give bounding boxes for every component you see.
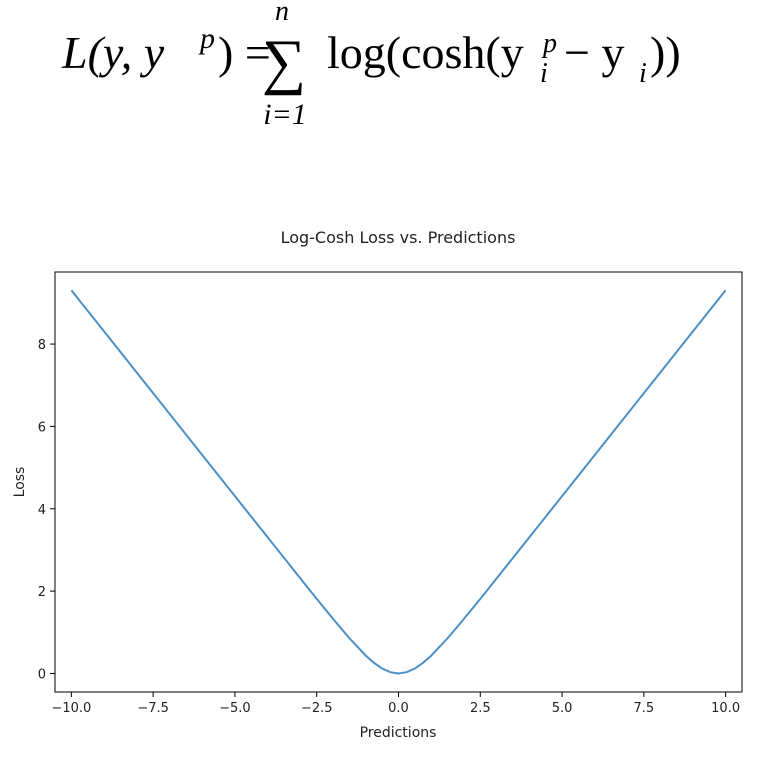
loss-curve — [70, 289, 727, 675]
plot-frame — [54, 271, 743, 693]
x-tick-label: −2.5 — [301, 701, 333, 716]
x-tick-label: 2.5 — [470, 701, 491, 716]
y-tick-label: 6 — [38, 420, 46, 435]
x-tick-label: 0.0 — [388, 701, 409, 716]
formula-rhs-minus: − y — [564, 27, 624, 78]
x-tick-label: −7.5 — [137, 701, 169, 716]
sum-lower-limit: i=1 — [263, 98, 307, 131]
x-tick-label: 5.0 — [552, 701, 573, 716]
y-axis-label: Loss — [12, 467, 28, 498]
formula-rhs-subscript-2: i — [639, 58, 647, 89]
chart-title: Log-Cosh Loss vs. Predictions — [281, 228, 516, 247]
x-axis-label: Predictions — [360, 725, 437, 741]
y-axis: 0 2 4 6 8 — [38, 338, 55, 682]
x-tick-label: 7.5 — [634, 701, 655, 716]
y-tick-label: 0 — [38, 667, 46, 682]
sum-upper-limit: n — [275, 0, 289, 27]
y-tick-label: 2 — [38, 585, 46, 600]
y-tick-label: 4 — [38, 503, 46, 518]
x-axis: −10.0 −7.5 −5.0 −2.5 0.0 2.5 5.0 7.5 10.0 — [51, 692, 740, 716]
formula-rhs-prefix: log(cosh(y — [327, 27, 524, 78]
loss-formula: L(y, y p ) = n ∑ i=1 log(cosh(y p i − y … — [61, 0, 681, 131]
x-tick-label: 10.0 — [711, 701, 740, 716]
formula-lhs-superscript: p — [198, 22, 215, 55]
y-tick-label: 8 — [38, 338, 46, 353]
formula-lhs: L(y, y — [61, 27, 165, 78]
formula-lhs-close: ) = — [218, 27, 271, 78]
x-tick-label: −5.0 — [219, 701, 251, 716]
sum-symbol: ∑ — [262, 28, 306, 96]
formula-rhs-subscript: i — [540, 58, 548, 89]
log-cosh-chart: Log-Cosh Loss vs. Predictions −10.0 −7.5−… — [12, 228, 743, 741]
formula-rhs-close: )) — [650, 27, 681, 78]
formula-rhs-superscript: p — [541, 28, 557, 59]
x-tick-label: −10.0 — [51, 701, 91, 716]
